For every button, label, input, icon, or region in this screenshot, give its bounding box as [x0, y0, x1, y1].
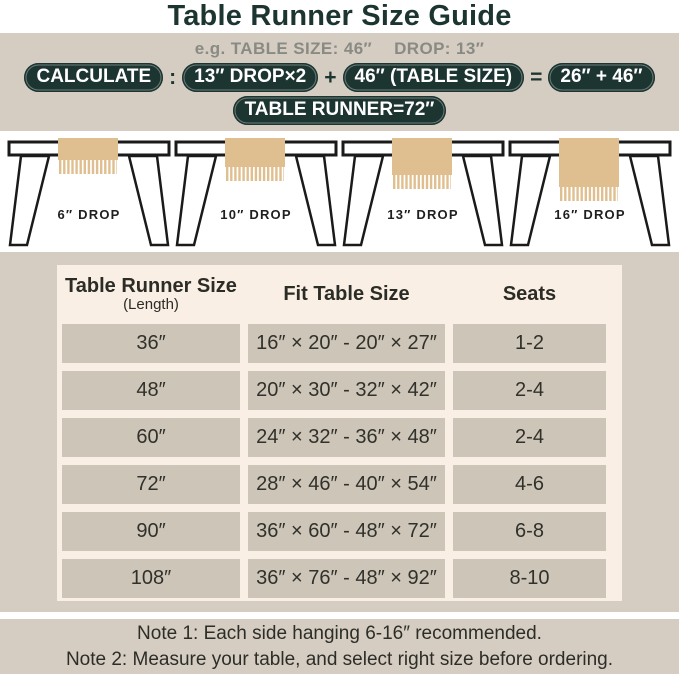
- calculation-band: e.g. TABLE SIZE: 46″ DROP: 13″ CALCULATE…: [0, 33, 679, 131]
- example-table-size: e.g. TABLE SIZE: 46″: [194, 39, 373, 58]
- runner-length-cell: 72″: [62, 465, 240, 504]
- runner-length-cell: 108″: [62, 559, 240, 598]
- table-illustration-10in-drop: 10″ DROP: [173, 131, 339, 252]
- runner-length-cell: 48″: [62, 371, 240, 410]
- fit-size-cell: 16″ × 20″ - 20″ × 27″: [248, 324, 445, 363]
- seats-cell: 2-4: [453, 418, 606, 457]
- table-drawing-icon: [508, 138, 672, 247]
- fit-size-cell: 36″ × 76″ - 48″ × 92″: [248, 559, 445, 598]
- header-runner-size-label: Table Runner Size: [65, 274, 237, 297]
- fit-size-cell: 20″ × 30″ - 32″ × 42″: [248, 371, 445, 410]
- seats-cell: 6-8: [453, 512, 606, 551]
- size-table: Table Runner Size (Length) Fit Table Siz…: [62, 272, 606, 598]
- runner-length-cell: 36″: [62, 324, 240, 363]
- drop-times-two-pill: 13″ DROP×2: [182, 63, 319, 92]
- drop-label-10in: 10″ DROP: [220, 207, 292, 222]
- seats-cell: 1-2: [453, 324, 606, 363]
- calculation-result-row: TABLE RUNNER=72″: [0, 96, 679, 125]
- colon-operator: :: [169, 65, 177, 89]
- drop-illustrations: 6″ DROP 10″ DROP 13″ DROP: [0, 131, 679, 252]
- calculation-formula: CALCULATE : 13″ DROP×2 + 46″ (TABLE SIZE…: [0, 63, 679, 92]
- drop-label-16in: 16″ DROP: [554, 207, 626, 222]
- runner-length-cell: 60″: [62, 418, 240, 457]
- sum-pill: 26″ + 46″: [548, 63, 655, 92]
- fit-size-cell: 36″ × 60″ - 48″ × 72″: [248, 512, 445, 551]
- table-illustration-6in-drop: 6″ DROP: [6, 131, 172, 252]
- column-header-fit-table-size: Fit Table Size: [248, 272, 445, 316]
- seats-cell: 2-4: [453, 371, 606, 410]
- page-title: Table Runner Size Guide: [167, 0, 512, 32]
- plus-operator: +: [324, 65, 337, 89]
- table-illustration-16in-drop: 16″ DROP: [507, 131, 673, 252]
- example-drop: DROP: 13″: [394, 39, 485, 58]
- seats-cell: 8-10: [453, 559, 606, 598]
- example-line: e.g. TABLE SIZE: 46″ DROP: 13″: [0, 39, 679, 59]
- header-seats-label: Seats: [502, 282, 557, 305]
- size-table-section: Table Runner Size (Length) Fit Table Siz…: [0, 252, 679, 612]
- runner-result-pill: TABLE RUNNER=72″: [232, 96, 447, 125]
- note-2: Note 2: Measure your table, and select r…: [65, 648, 614, 670]
- notes-band: Note 1: Each side hanging 6-16″ recommen…: [0, 619, 679, 674]
- table-size-pill: 46″ (TABLE SIZE): [342, 63, 525, 92]
- fit-size-cell: 28″ × 46″ - 40″ × 54″: [248, 465, 445, 504]
- size-table-panel: Table Runner Size (Length) Fit Table Siz…: [57, 265, 622, 601]
- header-runner-size-sublabel: (Length): [123, 295, 179, 313]
- drop-label-13in: 13″ DROP: [387, 207, 459, 222]
- equals-operator: =: [530, 65, 543, 89]
- table-illustration-13in-drop: 13″ DROP: [340, 131, 506, 252]
- note-1: Note 1: Each side hanging 6-16″ recommen…: [137, 622, 542, 644]
- column-header-seats: Seats: [453, 272, 606, 316]
- seats-cell: 4-6: [453, 465, 606, 504]
- table-drawing-icon: [174, 138, 338, 247]
- runner-length-cell: 90″: [62, 512, 240, 551]
- header-fit-table-size-label: Fit Table Size: [283, 282, 410, 305]
- drop-label-6in: 6″ DROP: [57, 207, 121, 222]
- table-drawing-icon: [7, 138, 171, 247]
- table-drawing-icon: [341, 138, 505, 247]
- column-header-runner-size: Table Runner Size (Length): [62, 272, 240, 316]
- fit-size-cell: 24″ × 32″ - 36″ × 48″: [248, 418, 445, 457]
- header: Table Runner Size Guide: [0, 0, 679, 33]
- calculate-pill: CALCULATE: [24, 63, 164, 92]
